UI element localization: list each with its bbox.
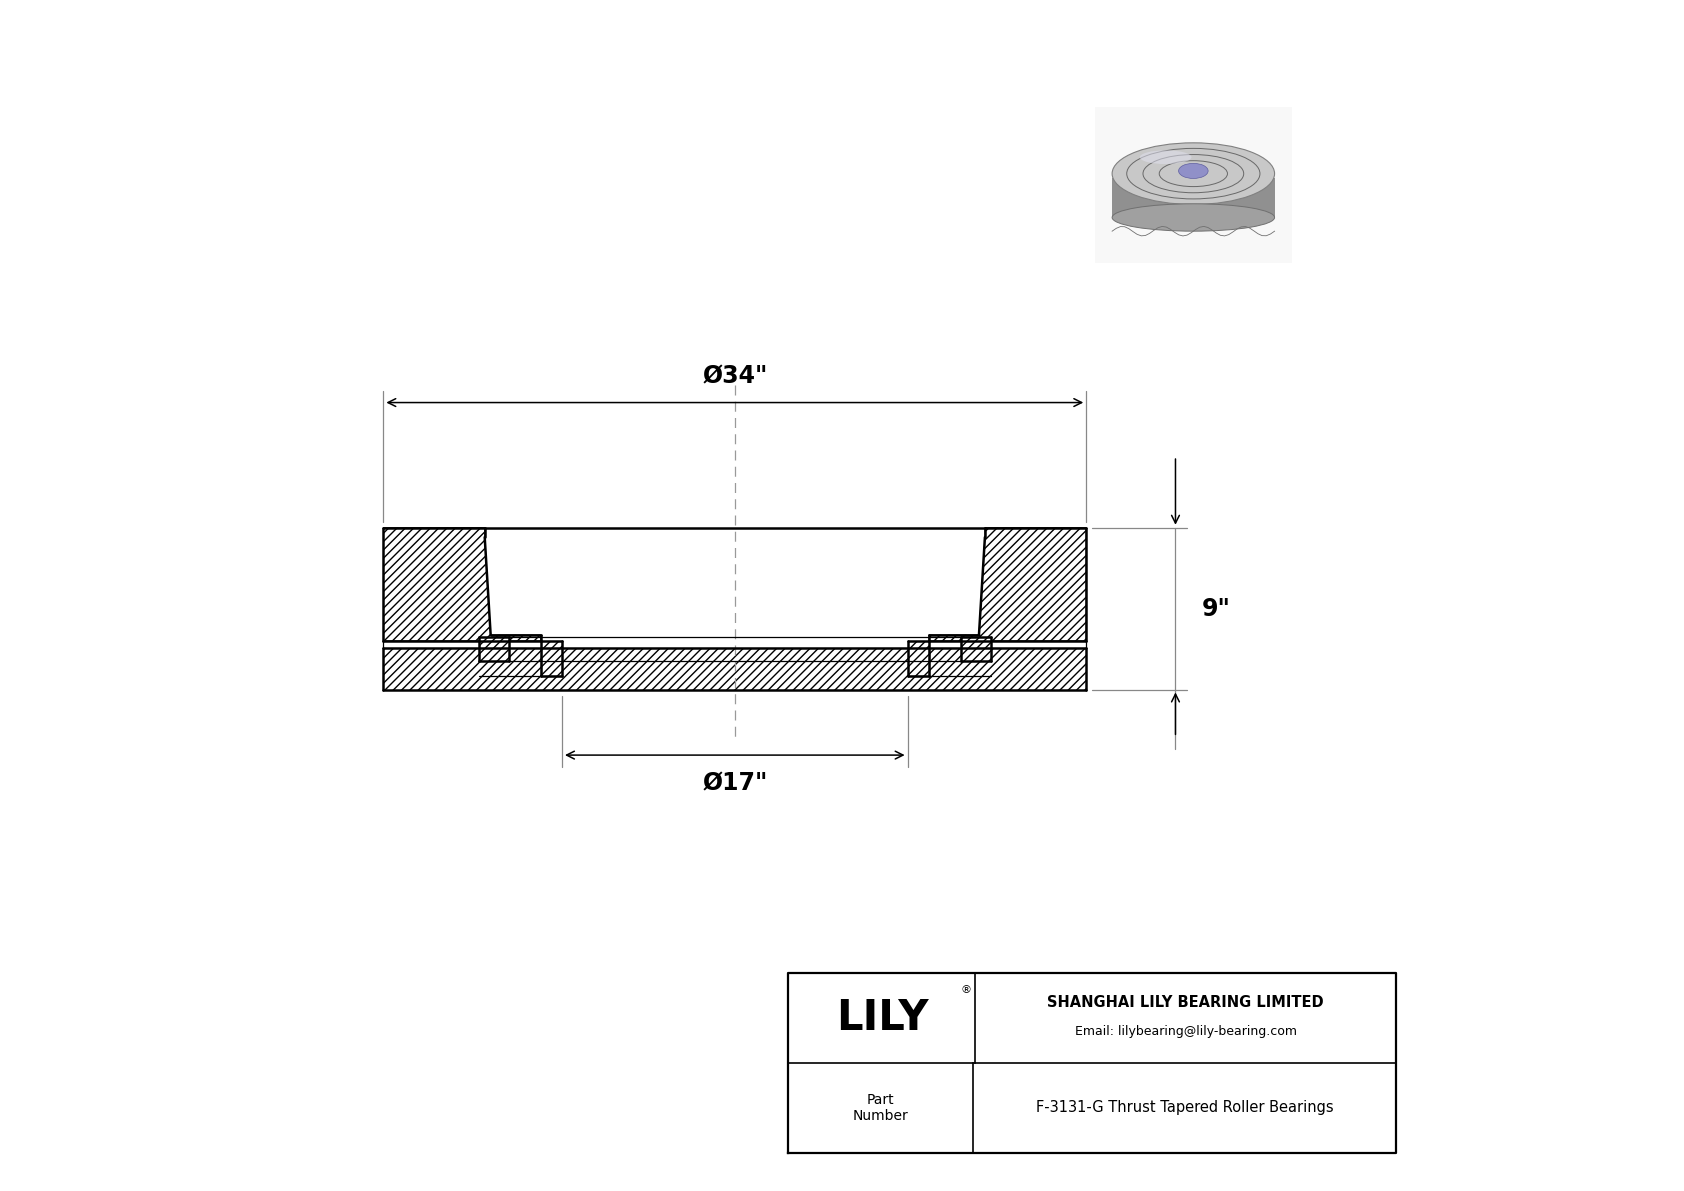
FancyBboxPatch shape [1095, 106, 1292, 263]
Polygon shape [384, 648, 1086, 690]
Text: F-3131-G Thrust Tapered Roller Bearings: F-3131-G Thrust Tapered Roller Bearings [1036, 1100, 1334, 1116]
Polygon shape [541, 641, 562, 676]
Text: Email: lilybearing@lily-bearing.com: Email: lilybearing@lily-bearing.com [1074, 1024, 1297, 1037]
Polygon shape [930, 528, 1086, 641]
Polygon shape [908, 641, 930, 676]
Ellipse shape [1179, 163, 1207, 179]
Text: Ø17": Ø17" [702, 772, 768, 796]
Text: Part
Number: Part Number [852, 1093, 909, 1123]
Text: SHANGHAI LILY BEARING LIMITED: SHANGHAI LILY BEARING LIMITED [1047, 994, 1324, 1010]
Polygon shape [962, 637, 990, 661]
Polygon shape [478, 637, 509, 661]
Ellipse shape [1140, 150, 1192, 164]
Ellipse shape [1111, 204, 1275, 231]
Text: ®: ® [962, 985, 972, 994]
Polygon shape [384, 528, 541, 641]
Ellipse shape [1111, 143, 1275, 205]
FancyBboxPatch shape [1111, 177, 1275, 218]
Text: Ø34": Ø34" [702, 364, 768, 388]
Text: 9": 9" [1202, 597, 1231, 621]
Text: LILY: LILY [835, 997, 928, 1039]
